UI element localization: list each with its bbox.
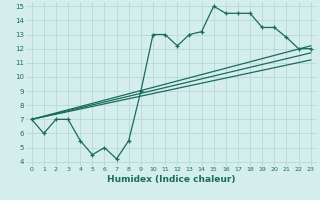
X-axis label: Humidex (Indice chaleur): Humidex (Indice chaleur) (107, 175, 236, 184)
